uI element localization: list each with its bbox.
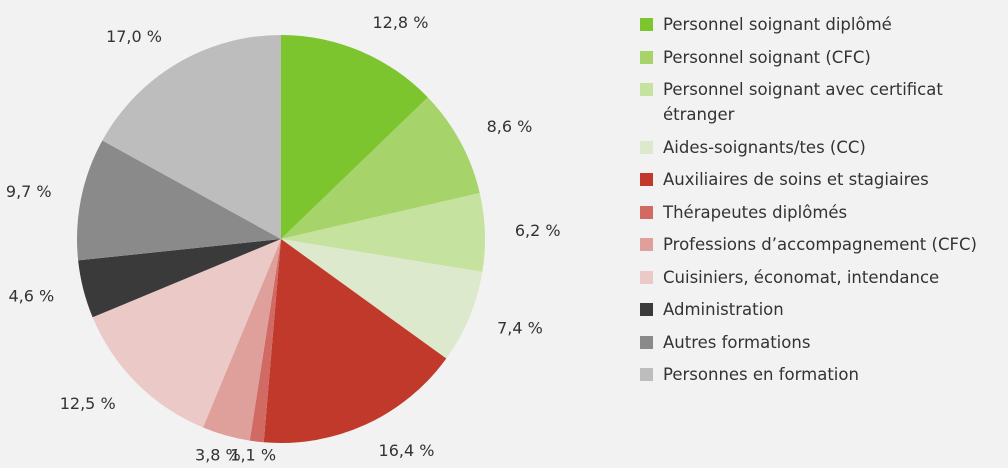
legend-swatch (640, 303, 653, 316)
pie-chart: 12,8 % 8,6 % 6,2 % 7,4 % 16,4 % 1,1 %3,8 % 12,… (6, 13, 561, 465)
pie-slice (102, 35, 281, 239)
legend-label: Thérapeutes diplômés (663, 202, 848, 222)
legend-item: Administration (640, 297, 1008, 322)
slice-label: 12,5 % (60, 394, 116, 413)
pie-slice (203, 239, 281, 441)
legend-item: Thérapeutes diplômés (640, 200, 1008, 225)
legend-swatch (640, 238, 653, 251)
slice-label: 1,1 % (230, 446, 276, 465)
legend-item: Personnel soignant (CFC) (640, 45, 1008, 70)
legend-swatch (640, 205, 653, 219)
legend-label: Personnel soignant avec certificat étran… (663, 80, 943, 124)
slice-label: 9,7 % (6, 182, 52, 201)
pie-slice (281, 35, 428, 239)
legend-swatch (640, 18, 653, 31)
legend-label: Administration (663, 300, 784, 319)
pie-slice (249, 239, 281, 443)
pie-slice (263, 239, 447, 443)
legend-item: Personnes en formation (640, 362, 1008, 387)
slice-label: 16,4 % (379, 441, 435, 460)
slice-label: 4,6 % (9, 286, 55, 305)
legend-label: Personnel soignant (CFC) (663, 47, 871, 67)
legend-label: Aides-soignants/tes (CC) (663, 137, 866, 157)
legend-swatch (640, 50, 653, 64)
slice-label: 12,8 % (372, 13, 428, 32)
slice-label: 17,0 % (106, 27, 162, 46)
legend-label: Auxiliaires de soins et stagiaires (663, 170, 929, 189)
legend-item: Personnel soignant diplômé (640, 12, 1008, 37)
legend-swatch (640, 173, 653, 186)
slice-label: 6,2 % (515, 221, 561, 240)
pie-slice (281, 97, 480, 239)
legend-label: Cuisiniers, économat, intendance (663, 267, 940, 287)
legend-item: Cuisiniers, économat, intendance (640, 265, 1008, 290)
pie-slice (281, 192, 485, 272)
slice-label: 7,4 % (497, 318, 543, 337)
legend-swatch (640, 270, 653, 284)
legend-label: Autres formations (663, 332, 811, 352)
slice-label: 3,8 % (195, 446, 241, 465)
legend-label: Professions d’accompagnement (CFC) (663, 235, 977, 254)
legend-swatch (640, 335, 653, 349)
pie-slice (281, 239, 483, 359)
legend-swatch (640, 140, 653, 154)
legend-swatch (640, 83, 653, 96)
legend-item: Auxiliaires de soins et stagiaires (640, 167, 1008, 192)
pie-slice (77, 140, 282, 261)
pie-slice (92, 239, 282, 428)
legend-item: Professions d’accompagnement (CFC) (640, 232, 1008, 257)
legend-item: Aides-soignants/tes (CC) (640, 135, 1008, 160)
pie-slice (78, 239, 282, 318)
legend-label: Personnel soignant diplômé (663, 15, 892, 34)
legend-item: Personnel soignant avec certificat étran… (640, 77, 1008, 127)
legend: Personnel soignant diplômé Personnel soig… (640, 12, 1008, 395)
legend-item: Autres formations (640, 330, 1008, 355)
slice-label: 8,6 % (487, 117, 533, 136)
legend-swatch (640, 368, 653, 381)
legend-label: Personnes en formation (663, 365, 859, 384)
